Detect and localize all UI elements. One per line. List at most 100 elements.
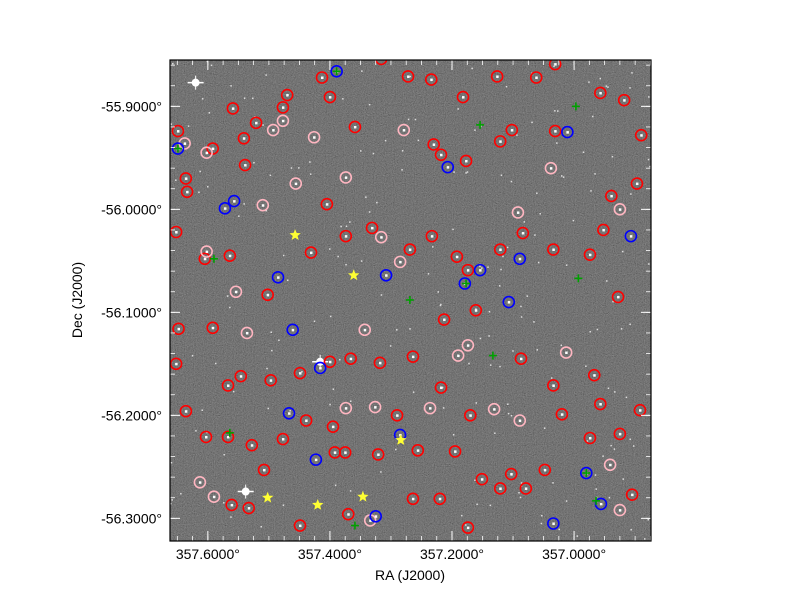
background-star [607, 86, 609, 88]
source-marker [276, 114, 290, 128]
source-marker [339, 171, 353, 184]
background-star [537, 261, 540, 264]
background-star [621, 250, 624, 253]
source-marker [464, 409, 477, 422]
source-marker [206, 321, 220, 335]
background-star [474, 479, 476, 482]
source-marker [450, 250, 464, 264]
y-tick-label: -55.9000° [101, 98, 162, 114]
source-marker [237, 131, 251, 145]
source-marker [293, 519, 307, 532]
background-star [253, 161, 255, 164]
background-star [238, 215, 240, 217]
source-marker [193, 475, 207, 489]
x-tick-label: 357.4000° [298, 546, 362, 562]
source-marker [461, 263, 475, 277]
background-star [592, 115, 594, 118]
star-marker [312, 499, 324, 510]
background-star [427, 273, 430, 275]
background-star [313, 320, 316, 323]
source-marker [226, 102, 240, 115]
background-star [596, 328, 599, 331]
background-star [507, 412, 510, 415]
background-star [439, 304, 442, 307]
source-marker [256, 198, 270, 212]
source-marker [401, 70, 415, 83]
source-marker [487, 402, 501, 416]
background-star [489, 504, 492, 507]
source-marker [597, 223, 610, 237]
background-star [471, 67, 473, 70]
y-tick-label: -56.3000° [101, 510, 162, 526]
plus-marker [332, 67, 341, 76]
background-star [552, 482, 554, 484]
background-star [345, 263, 347, 266]
background-star [350, 400, 352, 403]
background-star [466, 171, 469, 173]
background-star [265, 74, 267, 76]
background-star [282, 504, 285, 506]
background-star [481, 267, 483, 269]
background-star [541, 514, 543, 517]
background-star [437, 291, 439, 293]
source-marker [513, 414, 527, 427]
source-marker [493, 135, 507, 148]
background-star [565, 264, 568, 266]
background-star [376, 201, 378, 204]
background-star [389, 345, 392, 347]
source-marker [547, 243, 560, 256]
background-star [187, 125, 190, 127]
background-star [334, 484, 337, 487]
source-marker [427, 138, 440, 151]
background-star [474, 129, 476, 131]
background-star [243, 203, 245, 205]
background-star [605, 85, 608, 87]
background-star [289, 410, 291, 412]
source-marker [371, 448, 385, 461]
background-star [607, 387, 610, 390]
source-marker [547, 379, 560, 392]
background-star [632, 445, 635, 447]
source-marker [583, 431, 597, 445]
background-star [523, 221, 525, 223]
background-star [553, 65, 555, 68]
background-star [565, 500, 568, 502]
background-star [269, 174, 272, 177]
source-marker [323, 355, 337, 369]
background-star [602, 455, 604, 457]
source-marker [434, 148, 448, 162]
source-marker [519, 482, 533, 495]
source-marker [514, 352, 528, 365]
background-star [516, 134, 518, 136]
source-marker [313, 361, 327, 375]
background-star [507, 403, 509, 405]
source-marker [218, 202, 232, 215]
background-star [271, 349, 273, 352]
plus-marker [476, 120, 485, 129]
source-marker [406, 350, 420, 363]
background-star [442, 407, 445, 409]
background-star [207, 186, 209, 188]
source-marker [223, 249, 237, 262]
source-marker [390, 409, 404, 422]
source-marker [315, 71, 329, 84]
background-star [229, 306, 231, 309]
background-star [500, 268, 502, 271]
background-star [409, 328, 411, 330]
source-marker [309, 453, 323, 466]
source-marker [200, 245, 213, 258]
plus-marker [574, 274, 583, 283]
background-star [452, 433, 455, 436]
background-star [298, 167, 300, 169]
background-star [278, 339, 280, 342]
background-star [629, 323, 631, 326]
source-marker [338, 446, 352, 459]
bright-star [237, 484, 254, 499]
background-star [488, 335, 490, 337]
background-star [199, 170, 201, 173]
source-marker [221, 430, 235, 444]
source-marker [339, 229, 353, 243]
source-marker [320, 197, 334, 211]
source-marker [225, 498, 238, 512]
